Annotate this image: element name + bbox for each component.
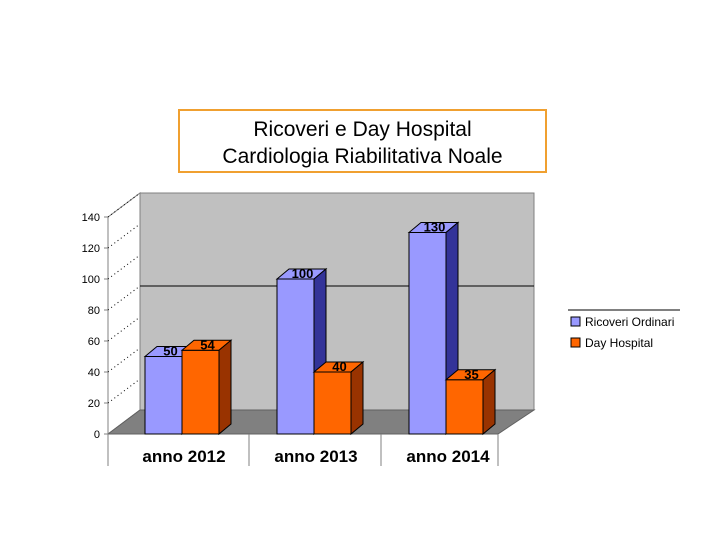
y-gridline-diag [107, 192, 141, 218]
chart-title-line-1: Ricoveri e Day Hospital [253, 118, 472, 141]
bar-day-hospital-1 [312, 360, 365, 436]
y-gridline-diag [107, 285, 141, 311]
bar-front [181, 349, 220, 435]
chart-title-line-2: Cardiologia Riabilitativa Noale [222, 145, 503, 168]
y-gridline-diag [107, 316, 141, 342]
y-tick-label: 20 [88, 398, 100, 410]
y-tick-label: 140 [82, 212, 100, 224]
legend-label: Ricoveri Ordinari [585, 315, 674, 329]
bar-front [313, 371, 352, 435]
y-gridline-diag [107, 347, 141, 373]
bar-side [350, 360, 364, 436]
bar-day-hospital-0 [180, 339, 233, 436]
bar-front [144, 356, 183, 435]
x-category-label: anno 2012 [142, 447, 225, 466]
bar-front [276, 278, 315, 435]
y-tick-label: 100 [82, 274, 100, 286]
y-gridline-diag [107, 378, 141, 404]
bar-side [482, 368, 496, 436]
bar-side [218, 339, 232, 436]
data-label: 35 [464, 367, 478, 382]
data-label: 130 [424, 220, 446, 235]
y-tick-label: 0 [94, 429, 100, 441]
y-tick-label: 40 [88, 367, 100, 379]
legend-swatch [570, 337, 581, 348]
y-tick-label: 80 [88, 305, 100, 317]
data-label: 100 [292, 266, 314, 281]
bar-day-hospital-2 [444, 368, 497, 436]
legend-label: Day Hospital [585, 336, 653, 350]
side-wall [107, 192, 141, 435]
data-label: 50 [163, 344, 177, 359]
y-gridline-diag [107, 223, 141, 249]
bar-ricoveri-ordinari-2 [407, 221, 460, 436]
data-label: 40 [332, 359, 346, 374]
bar-ricoveri-ordinari-1 [275, 267, 328, 436]
y-tick-label: 60 [88, 336, 100, 348]
bar-front [445, 379, 484, 435]
bar-front [408, 232, 447, 435]
legend-swatch [570, 316, 581, 327]
chart-title: Ricoveri e Day Hospital Cardiologia Riab… [178, 109, 547, 173]
x-category-label: anno 2013 [274, 447, 357, 466]
y-tick-label: 120 [82, 243, 100, 255]
data-label: 54 [200, 337, 215, 352]
y-gridline-diag [107, 254, 141, 280]
x-category-label: anno 2014 [406, 447, 490, 466]
